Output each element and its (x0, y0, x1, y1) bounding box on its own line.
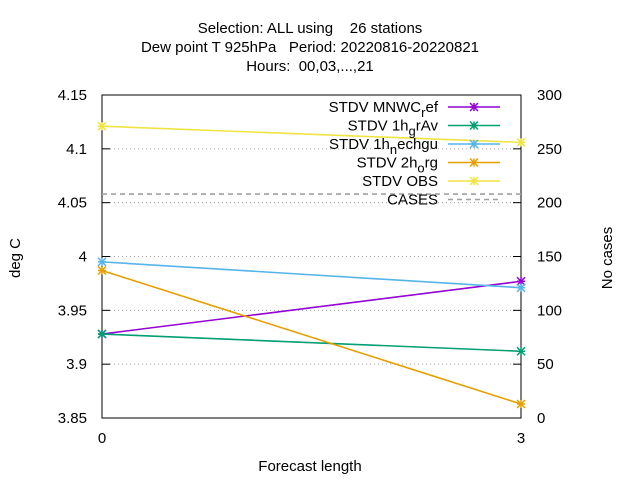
series-stdv-1h-nechgu (97, 257, 526, 293)
data-point-stdv-1h-nechgu (97, 257, 107, 267)
y2-tick-label: 50 (537, 356, 554, 373)
series-stdv-1h-grav (97, 329, 526, 356)
legend-entry-stdv-obs: STDV OBS (362, 173, 500, 190)
title-line-1: Selection: ALL using 26 stations (198, 20, 423, 37)
data-point-stdv-1h-grav (97, 329, 107, 339)
legend-marker (469, 102, 479, 112)
y-tick-label: 3.95 (58, 302, 87, 319)
y-tick-label: 4.05 (58, 195, 87, 212)
y2-axis-label: No cases (599, 227, 616, 290)
x-tick-label: 3 (517, 430, 525, 447)
series-stdv-mnwc-ref (97, 276, 526, 339)
y2-tick-label: 100 (537, 302, 562, 319)
legend-label-main: STDV 1h (329, 136, 390, 153)
legend-entry-stdv-1h-grav: STDV 1hgrAv (348, 118, 500, 139)
legend-marker (469, 157, 479, 168)
y2-tick-label: 0 (537, 410, 545, 427)
legend-label-sub: r (421, 105, 426, 120)
y-tick-label: 4.15 (58, 87, 87, 104)
title-line-2: Dew point T 925hPa Period: 20220816-2022… (141, 39, 479, 56)
data-point-stdv-obs (97, 121, 107, 131)
legend-label-sub: n (390, 142, 397, 157)
legend-label-main: STDV 1h (348, 118, 409, 135)
y2-tick-label: 250 (537, 141, 562, 158)
y2-tick-label: 300 (537, 87, 562, 104)
data-point-stdv-obs (516, 137, 526, 147)
x-tick-label: 0 (98, 430, 106, 447)
legend-marker (469, 139, 479, 149)
legend-label: STDV MNWCref (329, 99, 439, 120)
series-layer (97, 121, 526, 409)
data-point-stdv-2h-org (97, 265, 107, 276)
legend-label: STDV 1hgrAv (348, 118, 439, 139)
legend-label-main: STDV OBS (362, 173, 438, 190)
series-line-stdv-1h-nechgu (101, 261, 522, 289)
series-line-stdv-obs (101, 125, 522, 144)
legend-label: STDV 2horg (357, 155, 438, 176)
series-stdv-obs (97, 121, 526, 147)
data-point-stdv-1h-grav (516, 346, 526, 356)
legend-entry-stdv-2h-org: STDV 2horg (357, 155, 500, 176)
y2-tick-label: 150 (537, 249, 562, 266)
y-tick-label: 4 (79, 249, 87, 266)
chart-title: Selection: ALL using 26 stations Dew poi… (141, 20, 479, 75)
series-stdv-2h-org (97, 265, 526, 409)
legend-label-tail: echgu (397, 136, 438, 153)
series-line-stdv-2h-org (101, 269, 522, 405)
legend-label-main: STDV MNWC (329, 99, 422, 116)
legend-label: STDV 1hnechgu (329, 136, 438, 157)
legend-label-main: CASES (387, 192, 438, 209)
y-tick-label: 4.1 (66, 141, 87, 158)
data-point-stdv-mnwc-ref (516, 276, 526, 286)
legend-label-sub: g (409, 124, 416, 139)
legend-entry-stdv-mnwc-ref: STDV MNWCref (329, 99, 500, 120)
legend-label-main: STDV 2h (357, 155, 418, 172)
title-line-3: Hours: 00,03,...,21 (246, 58, 374, 75)
series-line-stdv-mnwc-ref (101, 280, 522, 335)
legend-entry-stdv-1h-nechgu: STDV 1hnechgu (329, 136, 500, 157)
legend-label: CASES (387, 192, 438, 209)
data-point-stdv-2h-org (516, 399, 526, 409)
y-axis-label: deg C (7, 238, 24, 278)
legend-label-tail: rg (425, 155, 438, 172)
x-axis-label: Forecast length (258, 458, 361, 475)
legend-label-sub: o (417, 161, 424, 176)
legend-marker (469, 120, 479, 131)
axes: 3.853.93.9544.054.14.1505010015020025030… (58, 87, 562, 447)
legend-label-tail: ef (425, 99, 438, 116)
legend-label: STDV OBS (362, 173, 438, 190)
series-line-stdv-1h-grav (101, 333, 522, 353)
y-tick-label: 3.9 (66, 356, 87, 373)
data-point-stdv-1h-nechgu (516, 283, 526, 293)
y2-tick-label: 200 (537, 195, 562, 212)
legend-entry-cases: CASES (387, 192, 500, 209)
legend-label-tail: rAv (416, 118, 439, 135)
y-tick-label: 3.85 (58, 410, 87, 427)
legend-marker (469, 176, 479, 186)
